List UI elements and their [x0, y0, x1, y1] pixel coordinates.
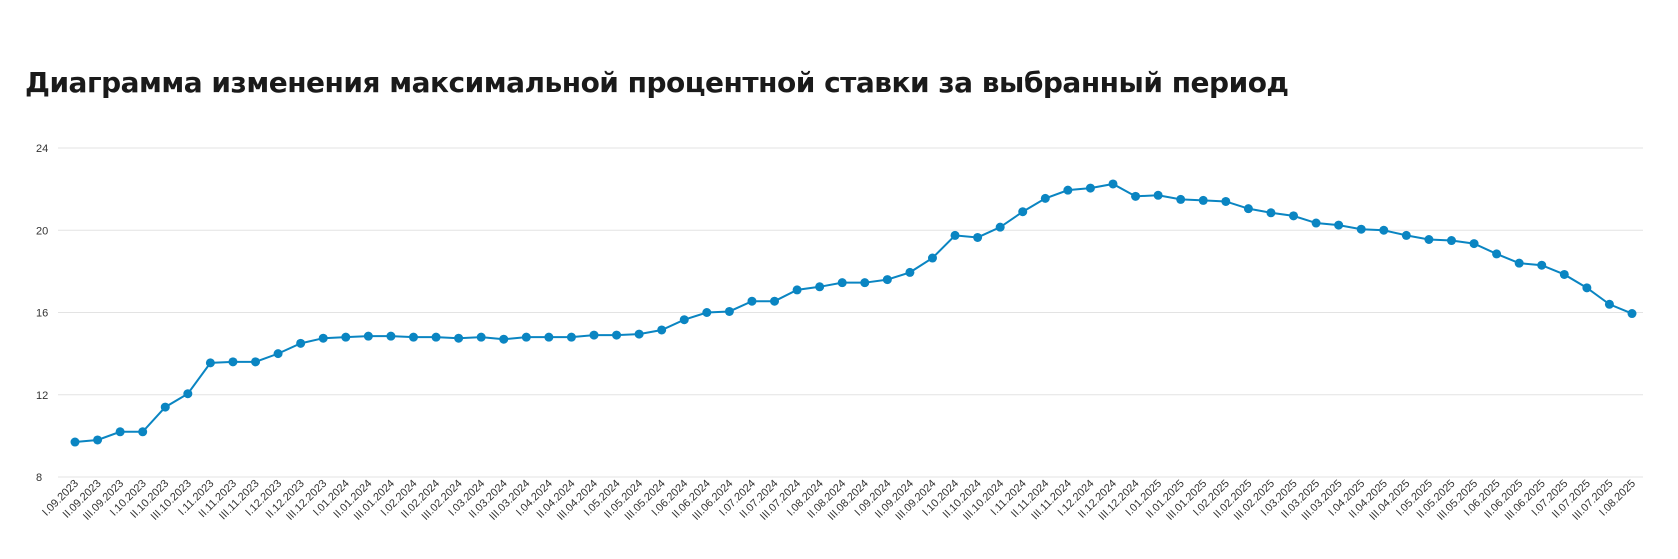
data-point[interactable]: [1379, 225, 1389, 235]
data-point[interactable]: [1401, 230, 1411, 240]
data-point[interactable]: [702, 308, 712, 317]
data-point[interactable]: [973, 232, 983, 242]
data-point[interactable]: [566, 332, 576, 342]
data-point[interactable]: [228, 357, 238, 367]
data-point[interactable]: [927, 253, 937, 263]
data-point[interactable]: [341, 332, 351, 342]
data-point[interactable]: [1266, 208, 1276, 218]
data-point[interactable]: [363, 331, 373, 341]
y-tick-label: 8: [36, 472, 42, 484]
data-point[interactable]: [1040, 193, 1050, 203]
data-point[interactable]: [160, 402, 170, 412]
data-points: [70, 179, 1637, 447]
data-point[interactable]: [612, 330, 622, 340]
data-point[interactable]: [1469, 239, 1479, 249]
data-point[interactable]: [1108, 179, 1118, 189]
grid-lines: [58, 147, 1643, 478]
data-point[interactable]: [1424, 235, 1434, 245]
data-point[interactable]: [273, 349, 283, 359]
data-point[interactable]: [1085, 183, 1095, 193]
data-point[interactable]: [679, 315, 689, 325]
data-point[interactable]: [770, 296, 780, 306]
data-point[interactable]: [431, 332, 441, 342]
data-point[interactable]: [386, 331, 396, 341]
data-point[interactable]: [950, 230, 960, 240]
data-point[interactable]: [205, 358, 215, 368]
data-point[interactable]: [251, 357, 261, 367]
data-point[interactable]: [905, 267, 915, 277]
data-point[interactable]: [1153, 190, 1163, 200]
chart-title: Диаграмма изменения максимальной процент…: [25, 66, 1289, 99]
data-point[interactable]: [70, 437, 80, 447]
data-point[interactable]: [1537, 260, 1547, 270]
data-point[interactable]: [1063, 185, 1073, 195]
data-point[interactable]: [995, 222, 1005, 232]
data-point[interactable]: [138, 427, 148, 437]
data-point[interactable]: [1582, 283, 1592, 293]
data-point[interactable]: [1289, 211, 1299, 221]
y-axis-ticks: 8 12 16 20 24: [36, 143, 48, 484]
y-tick-label: 24: [36, 143, 48, 155]
data-point[interactable]: [747, 296, 757, 306]
data-point[interactable]: [634, 329, 644, 339]
x-axis-ticks: I.09.2023II.09.2023III.09.2023I.10.2023I…: [40, 478, 1638, 523]
data-point[interactable]: [1604, 299, 1614, 309]
y-tick-label: 16: [36, 308, 48, 320]
data-point[interactable]: [792, 285, 802, 295]
data-point[interactable]: [1356, 224, 1366, 234]
data-point[interactable]: [860, 278, 870, 288]
y-tick-label: 12: [36, 390, 48, 402]
data-point[interactable]: [1198, 195, 1208, 205]
data-point[interactable]: [1311, 218, 1321, 228]
data-point[interactable]: [408, 332, 418, 342]
data-point[interactable]: [1131, 191, 1141, 201]
data-point[interactable]: [1514, 258, 1524, 268]
data-point[interactable]: [1334, 220, 1344, 230]
data-point[interactable]: [476, 332, 486, 342]
data-point[interactable]: [1627, 309, 1637, 319]
data-point[interactable]: [1492, 249, 1502, 259]
data-point[interactable]: [93, 435, 103, 445]
data-point[interactable]: [815, 282, 825, 292]
data-point[interactable]: [296, 338, 306, 348]
data-point[interactable]: [1446, 236, 1456, 246]
series-line: [74, 182, 1633, 444]
data-point[interactable]: [318, 333, 328, 343]
data-point[interactable]: [589, 330, 599, 340]
data-point[interactable]: [454, 333, 464, 343]
y-tick-label: 20: [36, 225, 48, 237]
data-point[interactable]: [115, 427, 125, 437]
data-point[interactable]: [724, 306, 734, 316]
data-point[interactable]: [1221, 196, 1231, 206]
data-point[interactable]: [1559, 269, 1569, 279]
data-point[interactable]: [882, 275, 892, 285]
data-point[interactable]: [1018, 207, 1028, 217]
data-point[interactable]: [657, 325, 667, 335]
data-point[interactable]: [1243, 204, 1253, 214]
data-point[interactable]: [544, 332, 554, 342]
data-point[interactable]: [499, 334, 509, 344]
series-line-path: [74, 182, 1633, 444]
data-point[interactable]: [837, 278, 847, 288]
data-point[interactable]: [1176, 194, 1186, 204]
data-point[interactable]: [521, 332, 531, 342]
data-point[interactable]: [183, 389, 193, 399]
